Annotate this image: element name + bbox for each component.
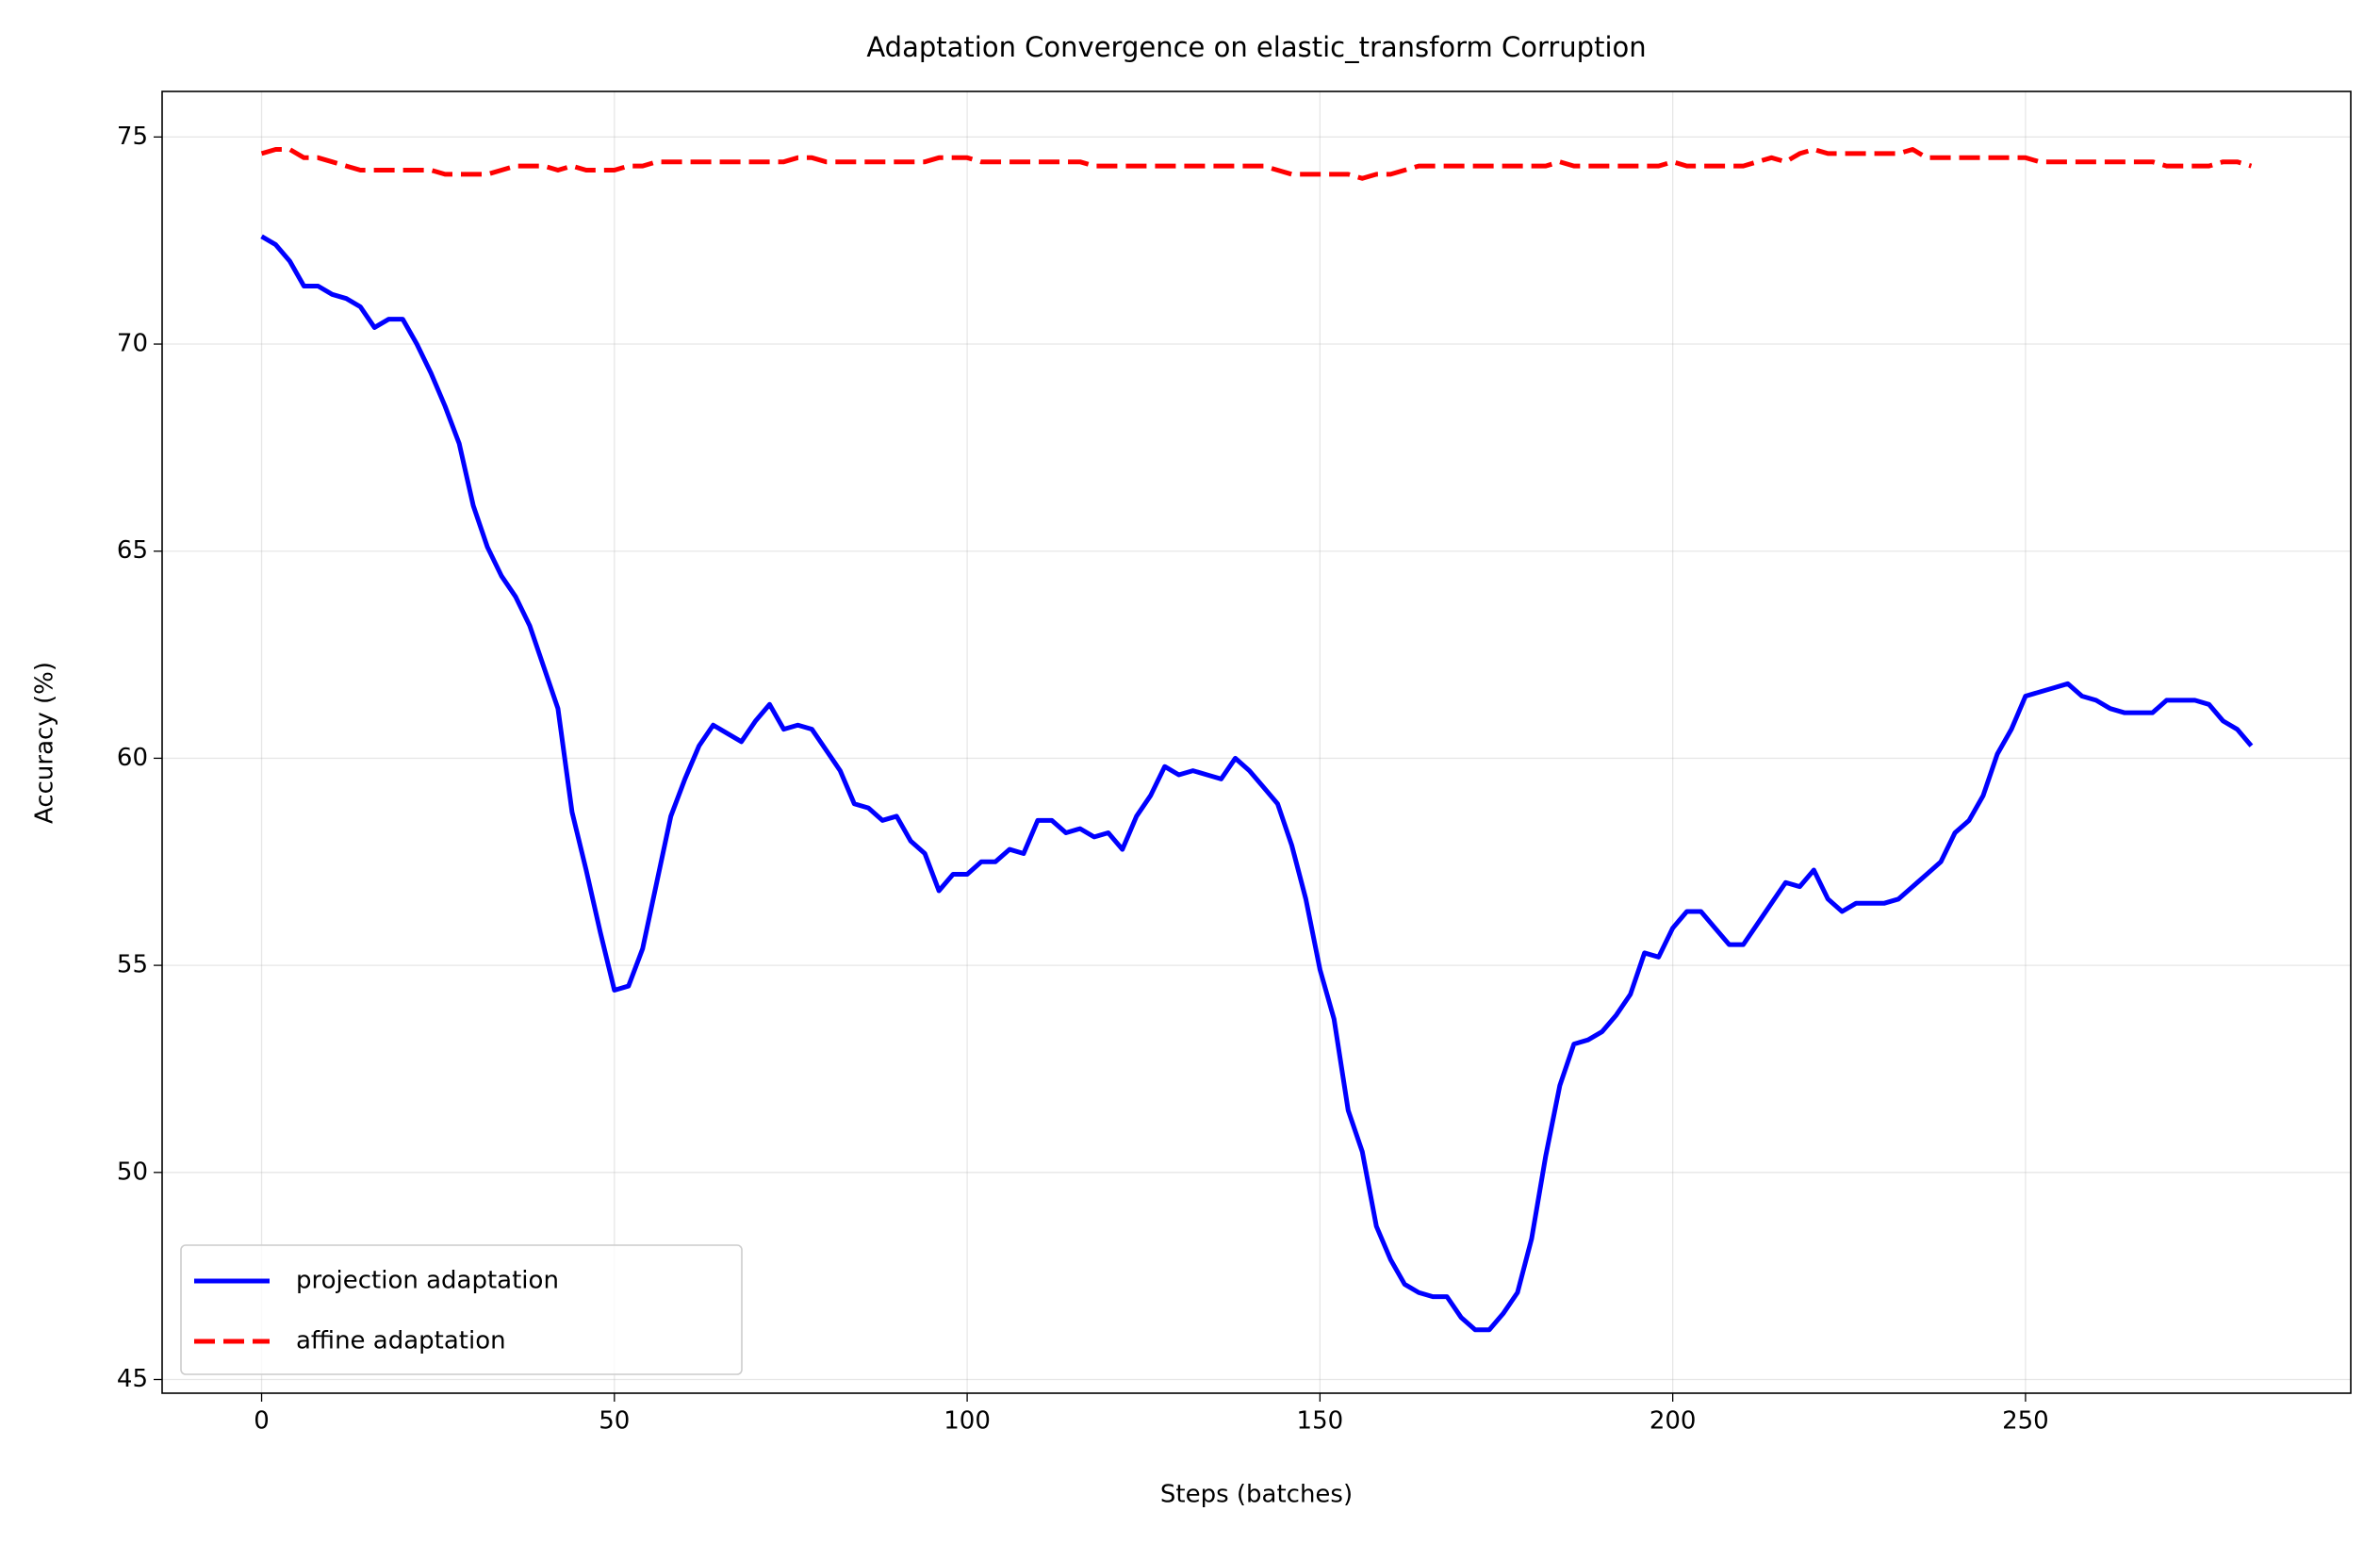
y-tick-label: 70 — [117, 330, 148, 358]
y-tick-label: 50 — [117, 1158, 148, 1186]
x-tick-label: 150 — [1297, 1407, 1344, 1436]
chart-title: Adaptation Convergence on elastic_transf… — [866, 31, 1646, 63]
x-axis-label: Steps (batches) — [1160, 1481, 1353, 1509]
y-tick-label: 60 — [117, 744, 148, 772]
x-tick-label: 50 — [599, 1407, 630, 1436]
y-tick-label: 75 — [117, 123, 148, 151]
x-tick-label: 100 — [944, 1407, 991, 1436]
axes-frame — [161, 90, 2352, 1394]
y-tick-label: 65 — [117, 536, 148, 565]
x-tick-label: 0 — [254, 1407, 270, 1436]
legend-label: projection adaptation — [296, 1267, 559, 1295]
legend-box — [180, 1244, 743, 1375]
y-tick-label: 55 — [117, 951, 148, 979]
data-line — [260, 234, 2254, 1333]
x-tick-label: 250 — [2002, 1407, 2049, 1436]
y-tick-label: 45 — [117, 1365, 148, 1393]
y-axis-label: Accuracy (%) — [31, 662, 59, 824]
legend-label: affine adaptation — [296, 1327, 506, 1355]
legend: projection adaptation affine adaptation — [180, 1244, 743, 1375]
data-line — [260, 147, 2253, 181]
x-tick-label: 200 — [1650, 1407, 1697, 1436]
